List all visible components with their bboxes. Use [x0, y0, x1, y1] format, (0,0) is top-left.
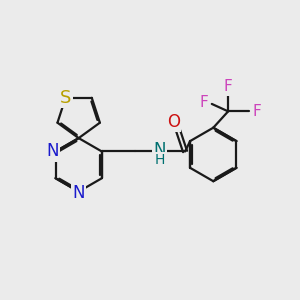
Text: N: N: [72, 184, 85, 202]
Text: H: H: [154, 153, 165, 167]
Text: F: F: [200, 95, 209, 110]
Text: F: F: [224, 80, 233, 94]
Text: F: F: [252, 104, 261, 119]
Text: N: N: [46, 142, 59, 160]
Text: S: S: [60, 89, 71, 107]
Text: O: O: [167, 113, 180, 131]
Text: N: N: [154, 141, 166, 159]
